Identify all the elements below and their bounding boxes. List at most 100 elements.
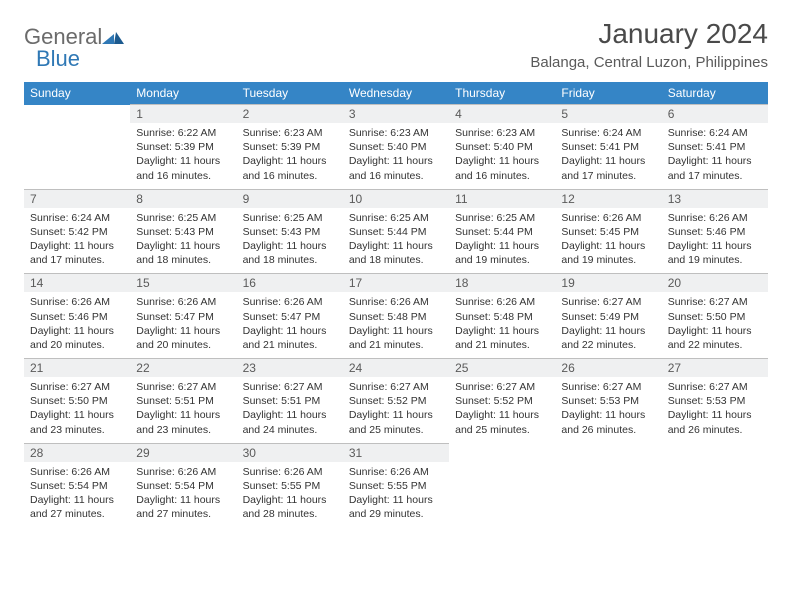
daylight-line: Daylight: 11 hours and 23 minutes. [30,408,124,436]
sunrise-line: Sunrise: 6:26 AM [349,295,443,309]
day-number: 5 [555,105,661,124]
day-content [555,462,661,528]
daylight-line: Daylight: 11 hours and 26 minutes. [561,408,655,436]
sunrise-line: Sunrise: 6:27 AM [561,380,655,394]
sunset-line: Sunset: 5:46 PM [30,310,124,324]
day-content: Sunrise: 6:25 AMSunset: 5:43 PMDaylight:… [130,208,236,274]
day-number: 6 [662,105,768,124]
day-number: 29 [130,443,236,462]
sunset-line: Sunset: 5:45 PM [561,225,655,239]
daylight-line: Daylight: 11 hours and 19 minutes. [668,239,762,267]
day-number: 8 [130,189,236,208]
day-number: 21 [24,359,130,378]
day-number: 9 [237,189,343,208]
day-content: Sunrise: 6:27 AMSunset: 5:53 PMDaylight:… [662,377,768,443]
sunset-line: Sunset: 5:52 PM [455,394,549,408]
sunrise-line: Sunrise: 6:27 AM [243,380,337,394]
day-number: 20 [662,274,768,293]
daynum-row: 14151617181920 [24,274,768,293]
day-content: Sunrise: 6:26 AMSunset: 5:55 PMDaylight:… [343,462,449,528]
daylight-line: Daylight: 11 hours and 22 minutes. [561,324,655,352]
day-content [662,462,768,528]
sunrise-line: Sunrise: 6:27 AM [455,380,549,394]
day-content: Sunrise: 6:23 AMSunset: 5:40 PMDaylight:… [343,123,449,189]
day-content: Sunrise: 6:27 AMSunset: 5:52 PMDaylight:… [343,377,449,443]
daylight-line: Daylight: 11 hours and 20 minutes. [136,324,230,352]
sunset-line: Sunset: 5:41 PM [668,140,762,154]
day-number: 17 [343,274,449,293]
sunset-line: Sunset: 5:43 PM [243,225,337,239]
day-header: Thursday [449,82,555,105]
sunset-line: Sunset: 5:40 PM [349,140,443,154]
daylight-line: Daylight: 11 hours and 16 minutes. [349,154,443,182]
day-number: 24 [343,359,449,378]
day-content [24,123,130,189]
daynum-row: 123456 [24,105,768,124]
sunrise-line: Sunrise: 6:27 AM [561,295,655,309]
sunset-line: Sunset: 5:39 PM [136,140,230,154]
daylight-line: Daylight: 11 hours and 28 minutes. [243,493,337,521]
day-content: Sunrise: 6:27 AMSunset: 5:51 PMDaylight:… [237,377,343,443]
sunset-line: Sunset: 5:50 PM [668,310,762,324]
location: Balanga, Central Luzon, Philippines [530,54,768,71]
daynum-row: 28293031 [24,443,768,462]
day-content: Sunrise: 6:22 AMSunset: 5:39 PMDaylight:… [130,123,236,189]
sunset-line: Sunset: 5:54 PM [136,479,230,493]
daylight-line: Daylight: 11 hours and 16 minutes. [136,154,230,182]
daylight-line: Daylight: 11 hours and 29 minutes. [349,493,443,521]
logo-mark-icon [102,28,124,49]
day-number: 27 [662,359,768,378]
daylight-line: Daylight: 11 hours and 17 minutes. [561,154,655,182]
day-header: Monday [130,82,236,105]
daylight-line: Daylight: 11 hours and 24 minutes. [243,408,337,436]
sunset-line: Sunset: 5:51 PM [136,394,230,408]
content-row: Sunrise: 6:26 AM Sunset: 5:46 PM Daylight:… [24,292,768,358]
day-number: 12 [555,189,661,208]
daylight-line: Daylight: 11 hours and 19 minutes. [561,239,655,267]
daynum-row: 21222324252627 [24,359,768,378]
daylight-line: Daylight: 11 hours and 19 minutes. [455,239,549,267]
daylight-line: Daylight: 11 hours and 25 minutes. [455,408,549,436]
day-number: 2 [237,105,343,124]
sunset-line: Sunset: 5:48 PM [349,310,443,324]
day-content: Sunrise: 6:27 AMSunset: 5:50 PMDaylight:… [24,377,130,443]
day-content: Sunrise: 6:25 AMSunset: 5:43 PMDaylight:… [237,208,343,274]
daylight-line: Daylight: 11 hours and 27 minutes. [30,493,124,521]
sunrise-line: Sunrise: 6:27 AM [30,380,124,394]
daylight-line: Daylight: 11 hours and 27 minutes. [136,493,230,521]
sunset-line: Sunset: 5:43 PM [136,225,230,239]
daylight-line: Daylight: 11 hours and 18 minutes. [243,239,337,267]
day-content: Sunrise: 6:27 AMSunset: 5:49 PMDaylight:… [555,292,661,358]
day-number [24,105,130,124]
day-content: Sunrise: 6:24 AMSunset: 5:41 PMDaylight:… [555,123,661,189]
sunset-line: Sunset: 5:48 PM [455,310,549,324]
day-number [662,443,768,462]
day-header: Friday [555,82,661,105]
sunset-line: Sunset: 5:50 PM [30,394,124,408]
daylight-line: Daylight: 11 hours and 21 minutes. [243,324,337,352]
sunset-line: Sunset: 5:40 PM [455,140,549,154]
sunset-line: Sunset: 5:47 PM [136,310,230,324]
sunrise-line: Sunrise: 6:26 AM [668,211,762,225]
day-number: 22 [130,359,236,378]
title-block: January 2024 Balanga, Central Luzon, Phi… [530,18,768,71]
daynum-row: 78910111213 [24,189,768,208]
day-content: Sunrise: 6:26 AMSunset: 5:48 PMDaylight:… [449,292,555,358]
day-number: 1 [130,105,236,124]
sunrise-line: Sunrise: 6:24 AM [668,126,762,140]
day-number: 13 [662,189,768,208]
day-content: Sunrise: 6:25 AMSunset: 5:44 PMDaylight:… [449,208,555,274]
daylight-line: Daylight: 11 hours and 17 minutes. [30,239,124,267]
sunrise-line: Sunrise: 6:27 AM [136,380,230,394]
day-header: Wednesday [343,82,449,105]
day-content: Sunrise: 6:26 AMSunset: 5:55 PMDaylight:… [237,462,343,528]
day-content: Sunrise: 6:26 AMSunset: 5:46 PMDaylight:… [24,292,130,358]
sunrise-line: Sunrise: 6:26 AM [243,295,337,309]
day-number: 10 [343,189,449,208]
daylight-line: Daylight: 11 hours and 16 minutes. [455,154,549,182]
day-content: Sunrise: 6:24 AMSunset: 5:42 PMDaylight:… [24,208,130,274]
day-number: 3 [343,105,449,124]
logo-text-blue: Blue [36,46,124,72]
day-content: Sunrise: 6:23 AMSunset: 5:40 PMDaylight:… [449,123,555,189]
day-content: Sunrise: 6:23 AMSunset: 5:39 PMDaylight:… [237,123,343,189]
